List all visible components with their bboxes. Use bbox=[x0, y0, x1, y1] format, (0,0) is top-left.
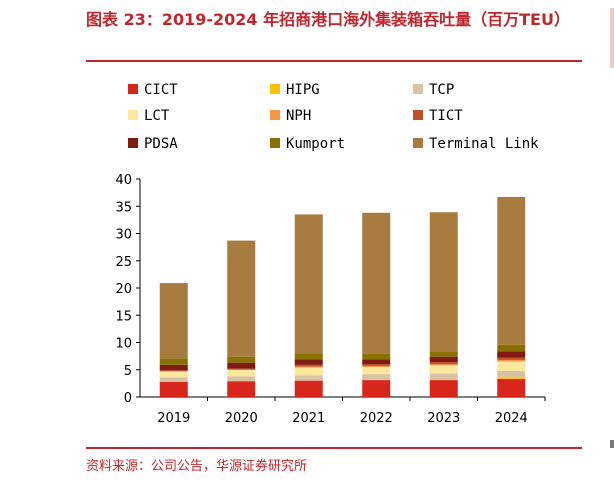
x-tick-label-2021: 2021 bbox=[292, 411, 325, 426]
bar-segment-lct-2023 bbox=[429, 365, 458, 374]
source-note: 资料来源：公司公告，华源证券研究所 bbox=[86, 459, 308, 474]
bar-segment-tcp-2019 bbox=[159, 377, 188, 382]
y-tick-label: 35 bbox=[115, 200, 132, 215]
y-tick-label: 5 bbox=[124, 364, 132, 379]
bar-segment-tcp-2023 bbox=[429, 373, 458, 380]
bar-segment-cict-2020 bbox=[227, 381, 256, 397]
legend-label-kumport: Kumport bbox=[286, 136, 345, 152]
bar-segment-pdsa-2019 bbox=[159, 364, 188, 371]
adjacent-page-edge bbox=[610, 8, 614, 68]
legend-swatch-hipg bbox=[270, 84, 280, 94]
y-tick-label: 25 bbox=[115, 255, 132, 270]
top-divider bbox=[86, 60, 582, 62]
adjacent-page-edge-mark bbox=[610, 440, 614, 448]
y-tick-label: 0 bbox=[124, 391, 132, 406]
bar-segment-nph-2021 bbox=[294, 366, 323, 368]
bar-segment-kumport-2022 bbox=[362, 353, 391, 360]
bar-segment-pdsa-2024 bbox=[497, 351, 526, 358]
bar-segment-lct-2024 bbox=[497, 361, 526, 371]
y-tick-label: 30 bbox=[115, 228, 132, 243]
bar-segment-kumport-2019 bbox=[159, 358, 188, 365]
legend-swatch-lct bbox=[128, 110, 138, 120]
bar-segment-pdsa-2023 bbox=[429, 356, 458, 363]
bar-segment-lct-2019 bbox=[159, 371, 188, 378]
legend: CICT HIPG TCP LCT NPH TICT PDSA Kumport Terminal… bbox=[128, 82, 539, 152]
bar-segment-hipg-2024 bbox=[497, 377, 526, 380]
y-tick-label: 15 bbox=[115, 309, 132, 324]
legend-label-terminal-link: Terminal Link bbox=[429, 136, 539, 152]
x-tick-label-2023: 2023 bbox=[427, 411, 460, 426]
legend-label-cict: CICT bbox=[144, 82, 178, 98]
bar-segment-kumport-2024 bbox=[497, 344, 526, 352]
bar-segment-nph-2022 bbox=[362, 365, 391, 368]
axes: 0 5 10 15 20 25 30 35 40 2019 2020 2021 2022 2023 2024 bbox=[115, 173, 546, 426]
bars bbox=[159, 196, 526, 397]
bar-segment-tict-2020 bbox=[227, 368, 256, 370]
legend-label-lct: LCT bbox=[144, 108, 170, 124]
bar-segment-cict-2021 bbox=[294, 380, 323, 397]
y-tick-label: 20 bbox=[115, 282, 132, 297]
bar-segment-pdsa-2021 bbox=[294, 359, 323, 365]
bar-segment-tict-2021 bbox=[294, 364, 323, 367]
bar-segment-lct-2022 bbox=[362, 367, 391, 375]
bar-segment-nph-2023 bbox=[429, 364, 458, 366]
bar-segment-lct-2021 bbox=[294, 367, 323, 376]
bar-segment-tict-2019 bbox=[159, 370, 188, 372]
legend-swatch-terminal-link bbox=[413, 138, 423, 148]
legend-swatch-tcp bbox=[413, 84, 423, 94]
bar-segment-terminal-link-2021 bbox=[294, 214, 323, 354]
chart-title: 图表 23：2019-2024 年招商港口海外集装箱吞吐量（百万TEU） bbox=[86, 10, 570, 29]
bar-segment-terminal-link-2023 bbox=[429, 212, 458, 352]
legend-label-hipg: HIPG bbox=[286, 82, 320, 98]
bar-segment-tcp-2021 bbox=[294, 375, 323, 381]
bar-segment-tcp-2022 bbox=[362, 374, 391, 381]
bar-segment-cict-2022 bbox=[362, 380, 391, 397]
bar-segment-cict-2023 bbox=[429, 380, 458, 397]
bar-segment-cict-2019 bbox=[159, 381, 188, 397]
legend-label-tict: TICT bbox=[429, 108, 463, 124]
legend-label-tcp: TCP bbox=[429, 82, 454, 98]
legend-swatch-cict bbox=[128, 84, 138, 94]
legend-swatch-nph bbox=[270, 110, 280, 120]
bar-segment-tict-2023 bbox=[429, 362, 458, 365]
bar-segment-terminal-link-2024 bbox=[497, 196, 526, 345]
bar-segment-tict-2022 bbox=[362, 364, 391, 366]
bar-segment-tcp-2020 bbox=[227, 376, 256, 382]
x-tick-label-2022: 2022 bbox=[360, 411, 393, 426]
x-tick-label-2020: 2020 bbox=[225, 411, 258, 426]
bar-segment-terminal-link-2020 bbox=[227, 240, 256, 357]
y-tick-label: 40 bbox=[115, 173, 132, 188]
bar-segment-kumport-2021 bbox=[294, 353, 323, 360]
bar-segment-hipg-2023 bbox=[429, 379, 458, 381]
bottom-divider bbox=[86, 447, 582, 449]
bar-segment-nph-2024 bbox=[497, 359, 526, 362]
legend-swatch-pdsa bbox=[128, 138, 138, 148]
legend-label-pdsa: PDSA bbox=[144, 136, 178, 152]
bar-segment-tcp-2024 bbox=[497, 370, 526, 378]
bar-segment-terminal-link-2019 bbox=[159, 283, 188, 359]
bar-segment-kumport-2020 bbox=[227, 356, 256, 363]
bar-segment-kumport-2023 bbox=[429, 351, 458, 357]
bar-segment-tict-2024 bbox=[497, 357, 526, 360]
bar-segment-lct-2020 bbox=[227, 369, 256, 377]
x-tick-label-2024: 2024 bbox=[495, 411, 528, 426]
legend-label-nph: NPH bbox=[286, 108, 311, 124]
bar-segment-pdsa-2020 bbox=[227, 362, 256, 369]
y-tick-label: 10 bbox=[115, 337, 132, 352]
bar-segment-terminal-link-2022 bbox=[362, 212, 391, 354]
legend-swatch-tict bbox=[413, 110, 423, 120]
bar-segment-cict-2024 bbox=[497, 379, 526, 397]
legend-swatch-kumport bbox=[270, 138, 280, 148]
bar-segment-pdsa-2022 bbox=[362, 359, 391, 365]
x-tick-label-2019: 2019 bbox=[157, 411, 190, 426]
